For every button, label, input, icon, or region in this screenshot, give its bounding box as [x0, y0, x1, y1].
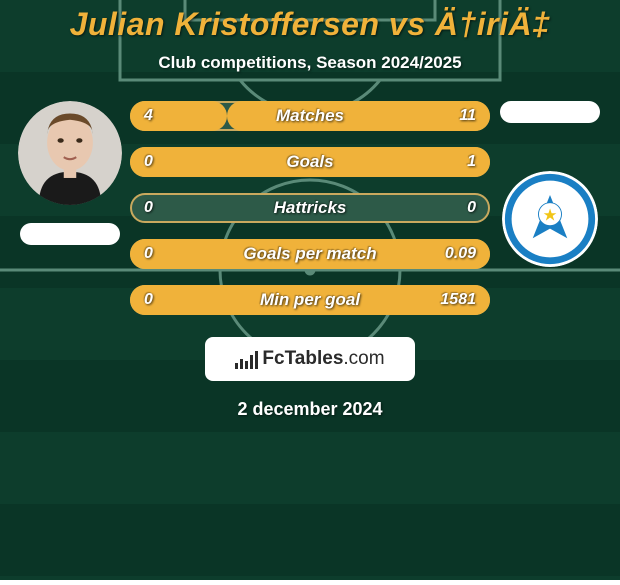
stat-label: Matches — [130, 101, 490, 131]
stat-row-2: Hattricks0 0 — [130, 193, 490, 223]
stat-value-left: 4 — [144, 101, 153, 131]
stat-value-left: 0 — [144, 147, 153, 177]
club-logo-right: МЛАДОСТ — [502, 171, 598, 267]
stat-bars: Matches411Goals01Hattricks00Goals per ma… — [130, 101, 490, 315]
stat-label: Goals — [130, 147, 490, 177]
branding-box: FcTables.com — [205, 337, 415, 381]
stat-row-0: Matches4 11 — [130, 101, 490, 131]
comparison-subtitle: Club competitions, Season 2024/2025 — [0, 53, 620, 73]
comparison-title: Julian Kristoffersen vs Ä†iriÄ‡ — [0, 0, 620, 43]
stat-row-4: Min per goal0 1581 — [130, 285, 490, 315]
branding-text: FcTables.com — [262, 348, 384, 370]
stat-label: Goals per match — [130, 239, 490, 269]
right-player-column: МЛАДОСТ — [490, 101, 610, 267]
stat-value-right: 0 — [467, 193, 476, 223]
club-pill-right — [500, 101, 600, 123]
stat-value-right: 0.09 — [445, 239, 476, 269]
chart-icon — [235, 349, 258, 369]
stat-row-1: Goals0 1 — [130, 147, 490, 177]
stat-value-left: 0 — [144, 285, 153, 315]
footer-date: 2 december 2024 — [0, 399, 620, 420]
branding-domain: .com — [343, 348, 384, 369]
stat-value-right: 1 — [467, 147, 476, 177]
stat-value-right: 1581 — [440, 285, 476, 315]
branding-tables: Tables — [285, 348, 344, 369]
player-avatar-left — [18, 101, 122, 205]
branding-fc: Fc — [262, 348, 284, 369]
club-pill-left — [20, 223, 120, 245]
stat-value-left: 0 — [144, 193, 153, 223]
stat-value-left: 0 — [144, 239, 153, 269]
stat-row-3: Goals per match0 0.09 — [130, 239, 490, 269]
stat-label: Min per goal — [130, 285, 490, 315]
left-player-column — [10, 101, 130, 245]
stat-label: Hattricks — [130, 193, 490, 223]
stat-value-right: 11 — [459, 101, 476, 131]
